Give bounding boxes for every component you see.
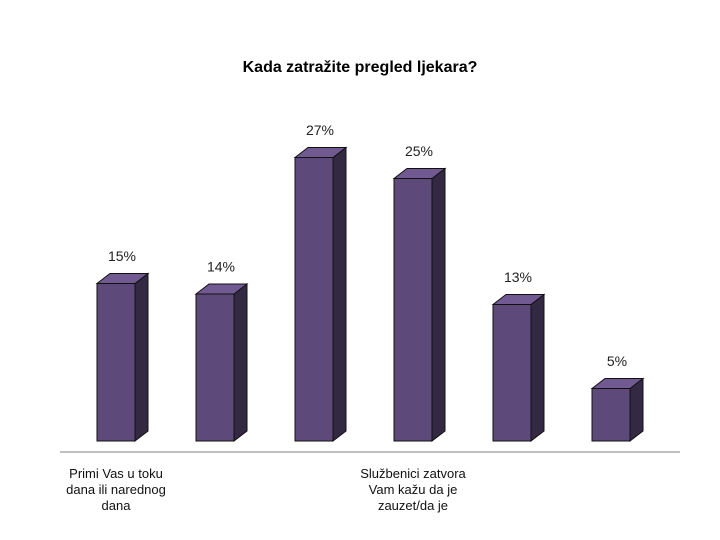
bar-side xyxy=(431,167,446,443)
bar xyxy=(392,167,447,443)
bar xyxy=(194,282,249,443)
bar-front xyxy=(591,388,631,442)
bar-side xyxy=(332,146,347,443)
bar-side xyxy=(233,282,248,443)
value-label: 5% xyxy=(607,353,627,369)
chart-title: Kada zatražite pregled ljekara? xyxy=(243,59,478,76)
bar-front xyxy=(96,283,136,442)
value-label: 15% xyxy=(108,248,136,264)
bar xyxy=(293,146,348,443)
x-tick-label: Službenici zatvora Vam kažu da je zauzet… xyxy=(360,466,466,513)
bar xyxy=(491,293,546,443)
bar-side xyxy=(530,293,545,443)
bar-front xyxy=(492,304,532,442)
bar xyxy=(95,272,150,443)
value-label: 14% xyxy=(207,259,235,275)
value-label: 25% xyxy=(405,143,433,159)
bar-front xyxy=(294,157,334,442)
value-label: 27% xyxy=(306,122,334,138)
bar-side xyxy=(629,377,644,443)
bar-front xyxy=(195,293,235,442)
bar-side xyxy=(134,272,149,443)
value-label: 13% xyxy=(504,269,532,285)
bar-front xyxy=(393,178,433,442)
bar xyxy=(590,377,645,443)
x-tick-label: Primi Vas u toku dana ili narednog dana xyxy=(66,466,166,513)
